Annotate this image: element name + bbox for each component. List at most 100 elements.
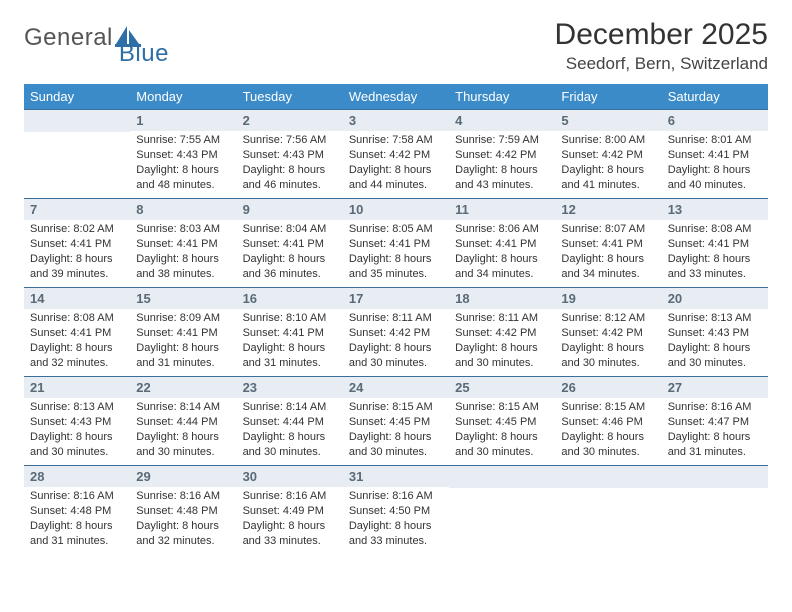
day-number: 10 [343,199,449,220]
day-number: 25 [449,377,555,398]
sunrise-line: Sunrise: 7:58 AM [349,133,443,148]
sunrise-line: Sunrise: 8:04 AM [243,222,337,237]
day-number: 27 [662,377,768,398]
day-number: 8 [130,199,236,220]
sunrise-line: Sunrise: 8:05 AM [349,222,443,237]
daylight-line: Daylight: 8 hours and 30 minutes. [349,430,443,460]
sunrise-line: Sunrise: 7:55 AM [136,133,230,148]
day-details: Sunrise: 8:04 AMSunset: 4:41 PMDaylight:… [237,220,343,285]
day-details: Sunrise: 8:16 AMSunset: 4:48 PMDaylight:… [130,487,236,552]
day-number: 23 [237,377,343,398]
day-number: 31 [343,466,449,487]
day-number: 2 [237,110,343,131]
calendar-cell [24,110,130,199]
sunrise-line: Sunrise: 8:16 AM [30,489,124,504]
day-number: 18 [449,288,555,309]
calendar-cell: 23Sunrise: 8:14 AMSunset: 4:44 PMDayligh… [237,377,343,466]
day-number: 3 [343,110,449,131]
daylight-line: Daylight: 8 hours and 38 minutes. [136,252,230,282]
daylight-line: Daylight: 8 hours and 31 minutes. [30,519,124,549]
calendar-cell [662,466,768,555]
day-number: 21 [24,377,130,398]
daylight-line: Daylight: 8 hours and 32 minutes. [136,519,230,549]
sunset-line: Sunset: 4:44 PM [136,415,230,430]
daylight-line: Daylight: 8 hours and 39 minutes. [30,252,124,282]
calendar-cell: 20Sunrise: 8:13 AMSunset: 4:43 PMDayligh… [662,288,768,377]
daylight-line: Daylight: 8 hours and 30 minutes. [30,430,124,460]
sunrise-line: Sunrise: 8:15 AM [455,400,549,415]
day-number: 29 [130,466,236,487]
calendar-cell: 1Sunrise: 7:55 AMSunset: 4:43 PMDaylight… [130,110,236,199]
sunset-line: Sunset: 4:41 PM [668,148,762,163]
daylight-line: Daylight: 8 hours and 32 minutes. [30,341,124,371]
calendar-cell: 9Sunrise: 8:04 AMSunset: 4:41 PMDaylight… [237,199,343,288]
day-details: Sunrise: 8:00 AMSunset: 4:42 PMDaylight:… [555,131,661,196]
calendar-cell: 25Sunrise: 8:15 AMSunset: 4:45 PMDayligh… [449,377,555,466]
day-number: 6 [662,110,768,131]
sunset-line: Sunset: 4:42 PM [561,148,655,163]
day-details: Sunrise: 8:10 AMSunset: 4:41 PMDaylight:… [237,309,343,374]
sunrise-line: Sunrise: 8:14 AM [136,400,230,415]
day-details: Sunrise: 8:02 AMSunset: 4:41 PMDaylight:… [24,220,130,285]
day-details: Sunrise: 8:12 AMSunset: 4:42 PMDaylight:… [555,309,661,374]
daylight-line: Daylight: 8 hours and 36 minutes. [243,252,337,282]
day-number: 22 [130,377,236,398]
daylight-line: Daylight: 8 hours and 30 minutes. [136,430,230,460]
day-number: 16 [237,288,343,309]
day-number: 20 [662,288,768,309]
sunrise-line: Sunrise: 8:13 AM [668,311,762,326]
calendar-cell: 6Sunrise: 8:01 AMSunset: 4:41 PMDaylight… [662,110,768,199]
day-details: Sunrise: 8:08 AMSunset: 4:41 PMDaylight:… [662,220,768,285]
sunset-line: Sunset: 4:41 PM [136,326,230,341]
brand-text-1: General [24,24,113,52]
sunrise-line: Sunrise: 8:00 AM [561,133,655,148]
calendar-cell: 16Sunrise: 8:10 AMSunset: 4:41 PMDayligh… [237,288,343,377]
day-details: Sunrise: 8:01 AMSunset: 4:41 PMDaylight:… [662,131,768,196]
daylight-line: Daylight: 8 hours and 43 minutes. [455,163,549,193]
daylight-line: Daylight: 8 hours and 30 minutes. [455,341,549,371]
day-details: Sunrise: 8:03 AMSunset: 4:41 PMDaylight:… [130,220,236,285]
day-number: 11 [449,199,555,220]
daylight-line: Daylight: 8 hours and 33 minutes. [349,519,443,549]
sunset-line: Sunset: 4:42 PM [349,148,443,163]
sunset-line: Sunset: 4:41 PM [455,237,549,252]
calendar-cell: 12Sunrise: 8:07 AMSunset: 4:41 PMDayligh… [555,199,661,288]
day-details: Sunrise: 8:11 AMSunset: 4:42 PMDaylight:… [343,309,449,374]
sunrise-line: Sunrise: 8:09 AM [136,311,230,326]
sunset-line: Sunset: 4:41 PM [30,237,124,252]
day-details: Sunrise: 8:14 AMSunset: 4:44 PMDaylight:… [237,398,343,463]
daylight-line: Daylight: 8 hours and 48 minutes. [136,163,230,193]
sunset-line: Sunset: 4:41 PM [243,326,337,341]
day-details: Sunrise: 8:16 AMSunset: 4:49 PMDaylight:… [237,487,343,552]
empty-daynum-bar [555,466,661,488]
calendar-row: 7Sunrise: 8:02 AMSunset: 4:41 PMDaylight… [24,199,768,288]
weekday-header: Tuesday [237,84,343,110]
calendar-cell: 8Sunrise: 8:03 AMSunset: 4:41 PMDaylight… [130,199,236,288]
sunset-line: Sunset: 4:41 PM [561,237,655,252]
empty-daynum-bar [449,466,555,488]
sunset-line: Sunset: 4:44 PM [243,415,337,430]
calendar-cell: 27Sunrise: 8:16 AMSunset: 4:47 PMDayligh… [662,377,768,466]
sunset-line: Sunset: 4:43 PM [668,326,762,341]
sunrise-line: Sunrise: 8:08 AM [668,222,762,237]
sunrise-line: Sunrise: 8:13 AM [30,400,124,415]
daylight-line: Daylight: 8 hours and 31 minutes. [243,341,337,371]
daylight-line: Daylight: 8 hours and 34 minutes. [455,252,549,282]
calendar-cell [555,466,661,555]
calendar-cell: 17Sunrise: 8:11 AMSunset: 4:42 PMDayligh… [343,288,449,377]
sunset-line: Sunset: 4:43 PM [243,148,337,163]
day-details: Sunrise: 8:15 AMSunset: 4:45 PMDaylight:… [343,398,449,463]
sunrise-line: Sunrise: 8:07 AM [561,222,655,237]
calendar-cell: 30Sunrise: 8:16 AMSunset: 4:49 PMDayligh… [237,466,343,555]
daylight-line: Daylight: 8 hours and 30 minutes. [349,341,443,371]
sunrise-line: Sunrise: 8:01 AM [668,133,762,148]
brand-logo: General Blue [24,18,193,52]
calendar-cell: 22 Sunrise: 8:14 AMSunset: 4:44 PMDayligh… [130,377,236,466]
sunset-line: Sunset: 4:41 PM [30,326,124,341]
sunset-line: Sunset: 4:41 PM [668,237,762,252]
page-title: December 2025 [555,18,768,52]
sunrise-line: Sunrise: 7:56 AM [243,133,337,148]
daylight-line: Daylight: 8 hours and 33 minutes. [668,252,762,282]
title-block: December 2025 Seedorf, Bern, Switzerland [555,18,768,74]
day-number: 26 [555,377,661,398]
